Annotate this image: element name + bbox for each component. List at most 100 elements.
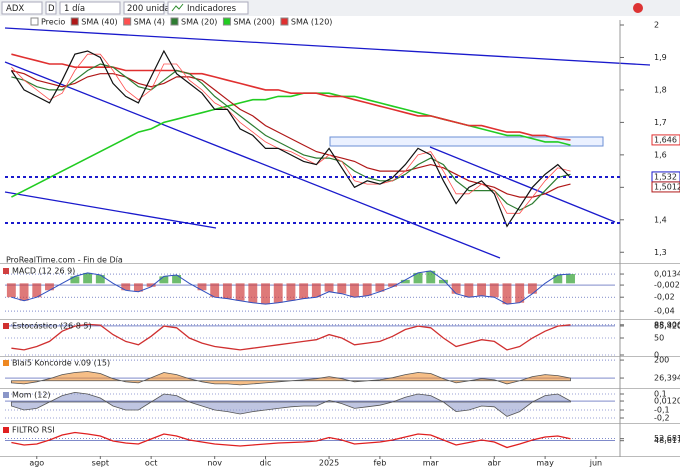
bar (337, 283, 347, 294)
trend-line (429, 146, 616, 223)
bar (121, 283, 131, 291)
legend-swatch (70, 17, 79, 26)
trend-line (4, 61, 501, 259)
bar (515, 283, 525, 303)
x-tick-label: jun (589, 459, 602, 468)
price-tag-label: 1,646 (654, 135, 677, 144)
bar (197, 283, 207, 291)
bar (133, 283, 143, 292)
annotation: ProRealTime.com - Fin de Día (6, 256, 123, 265)
legend-label: SMA (120) (291, 18, 333, 27)
bar (159, 276, 169, 284)
bar (222, 283, 232, 299)
bar (210, 283, 220, 298)
bar (95, 275, 105, 284)
panel-title: Blai5 Koncorde v.09 (15) (12, 359, 110, 368)
bar (438, 279, 448, 284)
trend-line (4, 27, 651, 66)
price-tag (651, 134, 680, 146)
indicators-box[interactable] (167, 1, 249, 15)
bar (362, 283, 372, 296)
x-tick-label: 2025 (319, 459, 339, 468)
bar (350, 283, 359, 298)
units[interactable]: 200 unidades (127, 4, 185, 14)
panel-icon (3, 392, 9, 398)
y-tick-label: 0,0120 (654, 397, 680, 406)
panel-icon (3, 268, 9, 274)
bar (375, 283, 385, 292)
indicators-icon (171, 3, 184, 12)
x-tick-label: feb (373, 459, 386, 468)
panel-icon (3, 427, 9, 433)
bar (146, 283, 156, 287)
x-tick-label: mar (423, 459, 440, 468)
bar (413, 272, 423, 284)
units-box[interactable] (123, 1, 165, 15)
mode[interactable]: D (48, 4, 55, 14)
period-box[interactable] (59, 1, 121, 15)
bar (248, 283, 258, 303)
bar (235, 283, 245, 301)
toolbar: ADX D 1 día 200 unidades Indicadores (0, 0, 680, 16)
x-tick-label: oct (145, 459, 157, 468)
drawings (4, 27, 651, 259)
price-tag-label: 1,5012 (654, 182, 680, 191)
series-line (11, 323, 571, 351)
bar (477, 283, 487, 296)
panel-title: FILTRO RSI (12, 426, 55, 435)
y-tick-label: 0 (654, 351, 659, 360)
bar (286, 283, 296, 301)
area (10, 371, 571, 386)
series-line (11, 431, 571, 449)
period[interactable]: 1 día (64, 4, 85, 14)
bar (299, 283, 309, 299)
bar (426, 270, 436, 284)
y-tick-label: -0,1 (654, 406, 670, 415)
legend-label: SMA (20) (181, 18, 217, 27)
y-tick-label: 85,420 (654, 321, 680, 330)
y-tick-label: -0,02 (654, 293, 675, 302)
indicators[interactable]: Indicadores (187, 4, 237, 14)
y-tick-label: 1,7 (654, 118, 667, 127)
bar (464, 283, 474, 298)
x-tick-label: may (536, 459, 554, 468)
y-tick-label: 1,6 (654, 150, 667, 159)
symbol-box[interactable] (1, 1, 43, 15)
y-tick-label: 200 (654, 356, 669, 365)
legend-label: SMA (40) (81, 18, 117, 27)
x-tick-label: dic (260, 459, 272, 468)
alert-icon[interactable] (633, 3, 643, 13)
y-tick-label: 26,394 (654, 374, 680, 383)
bar (451, 283, 461, 294)
bar (45, 283, 54, 291)
legend-swatch (222, 17, 231, 26)
symbol[interactable]: ADX (6, 4, 24, 14)
series-line (11, 270, 571, 305)
legend-swatch (280, 17, 289, 26)
y-tick-label: -0,2 (654, 414, 670, 423)
price-tag (651, 181, 680, 193)
legend-swatch (123, 17, 132, 26)
y-tick-label: 1,4 (654, 215, 667, 224)
panel-icon (3, 323, 9, 329)
area (10, 391, 571, 417)
x-tick-label: nov (207, 459, 222, 468)
bar (6, 283, 16, 298)
legend-swatch (30, 17, 39, 26)
y-tick-label: 1,8 (654, 85, 667, 94)
y-tick-label: 2 (654, 21, 659, 30)
y-tick-label: 0,1 (654, 390, 667, 399)
trend-line (4, 191, 217, 229)
y-tick-label: 88,906 (654, 320, 680, 329)
bar (324, 283, 334, 292)
y-tick-label: 50 (654, 334, 664, 343)
bar (32, 283, 42, 298)
y-tick-label: 0,0134 (654, 270, 680, 279)
bar (553, 275, 563, 284)
mode-box[interactable] (45, 1, 57, 15)
y-tick-label: -0,0025 (654, 281, 680, 290)
zone-box (329, 136, 604, 147)
bar (527, 283, 537, 294)
